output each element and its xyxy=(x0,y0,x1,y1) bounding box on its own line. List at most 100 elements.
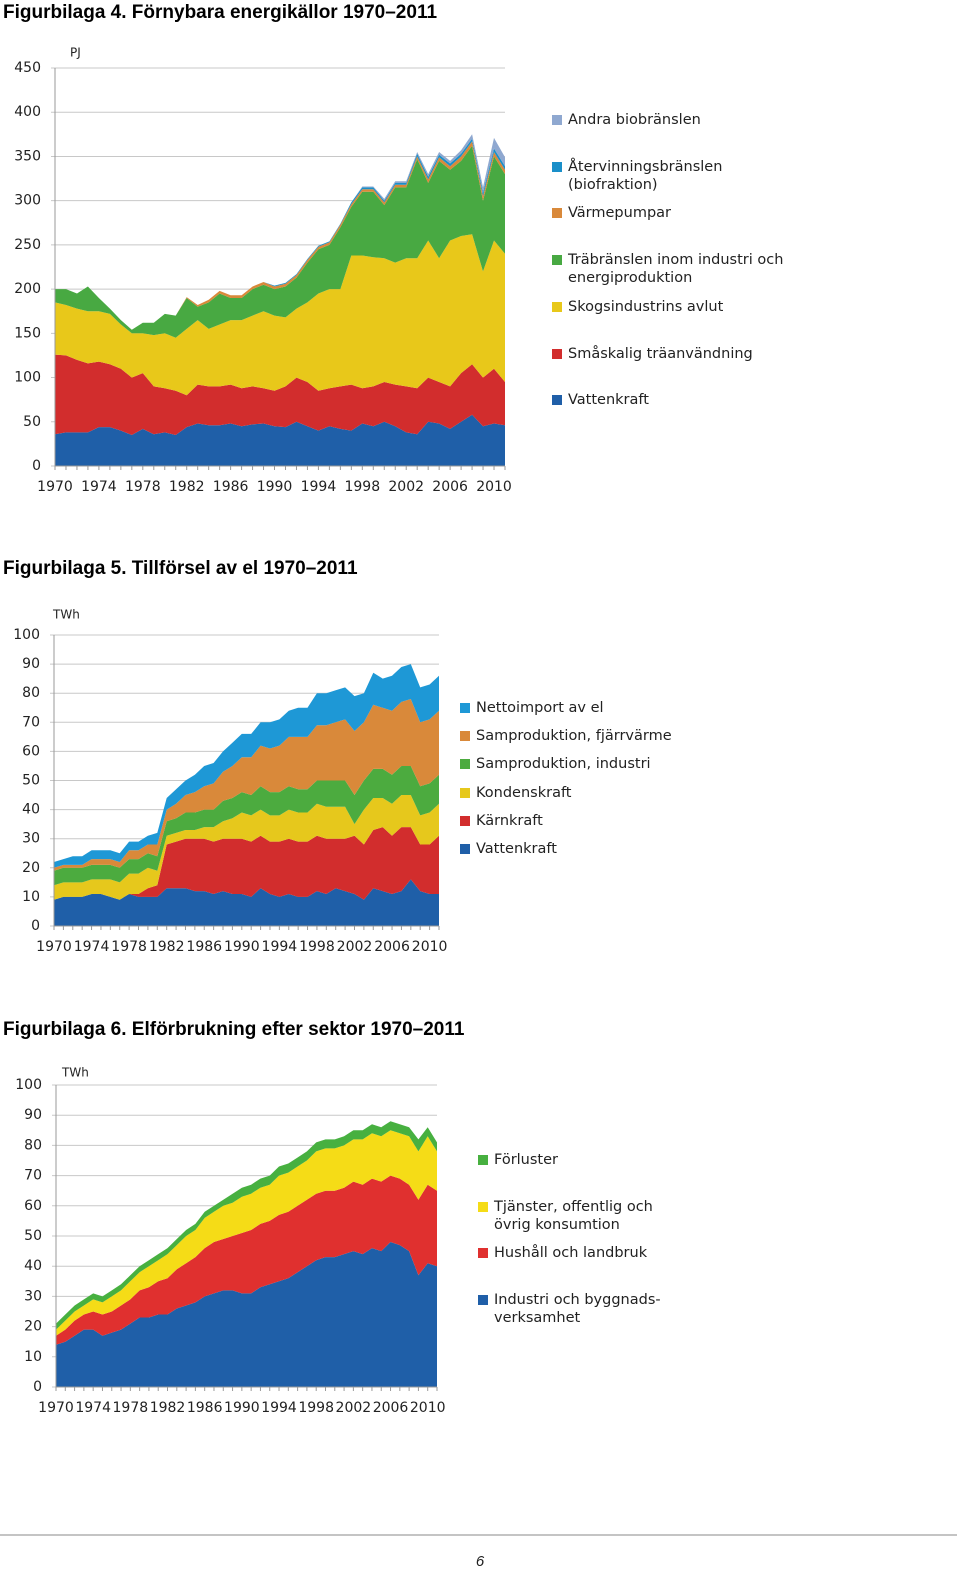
y-tick-label: 70 xyxy=(24,1168,42,1184)
x-tick-label: 2006 xyxy=(432,479,468,495)
y-tick-label: 300 xyxy=(14,193,41,209)
x-tick-label: 2002 xyxy=(388,479,424,495)
x-tick-label: 1978 xyxy=(111,939,147,955)
area xyxy=(54,664,439,868)
legend-label: Småskalig träanvändning xyxy=(568,345,753,362)
y-tick-label: 90 xyxy=(22,656,40,672)
x-tick-label: 1998 xyxy=(344,479,380,495)
legend-swatch xyxy=(552,208,562,219)
y-tick-label: 0 xyxy=(33,1379,42,1395)
area xyxy=(54,879,439,926)
x-tick-label: 1982 xyxy=(169,479,205,495)
area xyxy=(56,1242,437,1387)
unit-label: PJ xyxy=(70,46,81,60)
y-tick-label: 30 xyxy=(24,1288,42,1304)
y-tick-label: 80 xyxy=(22,685,40,701)
legend-item: Kondenskraft xyxy=(460,784,720,802)
area xyxy=(55,141,505,330)
unit-label: TWh xyxy=(61,1066,89,1080)
chart-title: Figurbilaga 6. Elförbrukning efter sekto… xyxy=(3,1019,465,1040)
legend-item: Återvinningsbränslen (biofraktion) xyxy=(552,158,787,194)
area xyxy=(55,234,505,396)
area xyxy=(55,354,505,435)
y-tick-label: 200 xyxy=(14,281,41,297)
legend-swatch xyxy=(460,759,470,770)
area xyxy=(56,1130,437,1336)
page-number: 6 xyxy=(476,1553,485,1570)
area xyxy=(55,414,505,466)
legend-label: Tjänster, offentlig och övrig konsumtion xyxy=(494,1198,653,1233)
y-tick-label: 70 xyxy=(22,714,40,730)
x-tick-label: 1994 xyxy=(301,479,337,495)
y-tick-label: 400 xyxy=(14,104,41,120)
legend-label: Förluster xyxy=(494,1152,558,1168)
x-tick-label: 1998 xyxy=(299,939,335,955)
x-tick-label: 1970 xyxy=(37,479,73,495)
legend-swatch xyxy=(552,395,562,406)
x-tick-label: 2010 xyxy=(412,939,448,955)
x-tick-label: 1970 xyxy=(36,939,72,955)
y-tick-label: 0 xyxy=(32,458,41,474)
x-tick-label: 1986 xyxy=(186,939,222,955)
y-tick-label: 50 xyxy=(22,773,40,789)
x-tick-label: 2006 xyxy=(373,1400,409,1416)
area xyxy=(54,766,439,886)
legend-label: Industri och byggnads-verksamhet xyxy=(494,1292,661,1327)
area xyxy=(54,827,439,900)
legend-item: Småskalig träanvändning xyxy=(552,345,787,363)
legend-item: Nettoimport av el xyxy=(460,699,720,717)
legend-label: Återvinningsbränslen (biofraktion) xyxy=(568,158,723,193)
x-tick-label: 1970 xyxy=(38,1400,74,1416)
x-tick-label: 2006 xyxy=(374,939,410,955)
y-tick-label: 60 xyxy=(22,743,40,759)
legend-label: Samproduktion, fjärrvärme xyxy=(476,728,672,745)
legend-swatch xyxy=(460,815,470,826)
x-tick-label: 1994 xyxy=(261,1400,297,1416)
x-tick-label: 1990 xyxy=(257,479,293,495)
y-tick-label: 10 xyxy=(24,1349,42,1365)
legend-swatch xyxy=(460,787,470,798)
legend-item: Andra biobränslen xyxy=(552,111,787,129)
unit-label: TWh xyxy=(52,608,80,622)
x-tick-label: 2002 xyxy=(337,939,373,955)
x-tick-label: 1974 xyxy=(81,479,117,495)
x-tick-label: 2010 xyxy=(476,479,512,495)
legend-item: Skogsindustrins avlut xyxy=(552,298,787,316)
x-tick-label: 1990 xyxy=(224,939,260,955)
area xyxy=(55,134,505,330)
legend-item: Industri och byggnads-verksamhet xyxy=(478,1291,690,1327)
area xyxy=(56,1175,437,1345)
legend-item: Vattenkraft xyxy=(460,840,720,858)
x-tick-label: 1974 xyxy=(75,1400,111,1416)
legend-item: Träbränslen inom industri och energiprod… xyxy=(552,251,787,287)
legend-swatch xyxy=(552,348,562,359)
legend-swatch xyxy=(478,1295,488,1306)
legend-label: Värmepumpar xyxy=(568,205,672,222)
y-tick-label: 30 xyxy=(22,831,40,847)
x-tick-label: 1990 xyxy=(224,1400,260,1416)
x-tick-label: 1982 xyxy=(150,1400,186,1416)
legend-swatch xyxy=(552,255,562,266)
y-tick-label: 60 xyxy=(24,1198,42,1214)
legend-swatch xyxy=(478,1248,488,1259)
y-tick-label: 20 xyxy=(24,1319,42,1335)
chart-title: Figurbilaga 5. Tillförsel av el 1970–201… xyxy=(3,558,358,579)
legend-swatch xyxy=(478,1201,488,1212)
y-tick-label: 100 xyxy=(13,627,40,643)
legend-swatch xyxy=(460,844,470,854)
legend-label: Kondenskraft xyxy=(476,784,572,801)
y-tick-label: 250 xyxy=(14,237,41,253)
x-tick-label: 1978 xyxy=(125,479,161,495)
legend-item: Förluster xyxy=(478,1151,690,1169)
area xyxy=(54,699,439,871)
legend-item: Kärnkraft xyxy=(460,812,720,830)
y-tick-label: 0 xyxy=(31,918,40,934)
legend-label: Samproduktion, industri xyxy=(476,756,651,773)
x-tick-label: 1978 xyxy=(113,1400,149,1416)
legend-item: Samproduktion, industri xyxy=(460,755,720,773)
area xyxy=(54,795,439,900)
legend-swatch xyxy=(552,301,562,312)
y-tick-label: 450 xyxy=(14,60,41,76)
